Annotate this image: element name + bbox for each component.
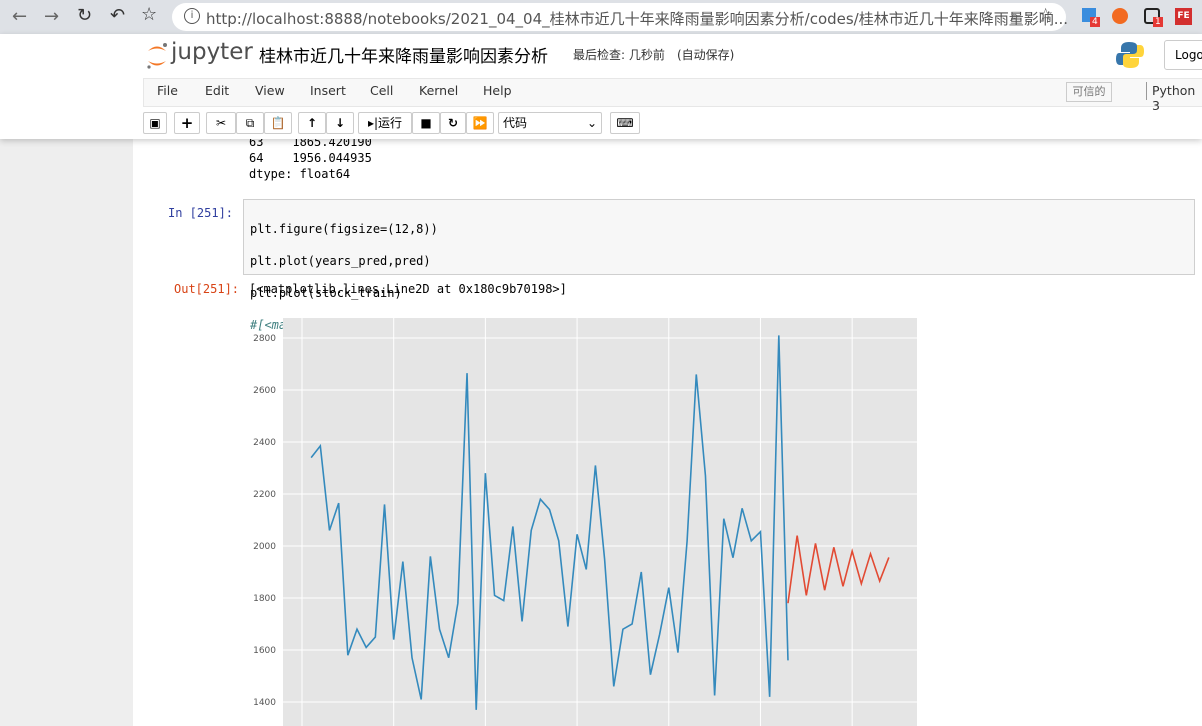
paste-button[interactable]: 📋 bbox=[264, 112, 292, 134]
menu-item[interactable]: Edit bbox=[205, 83, 230, 98]
menu-item[interactable]: File bbox=[157, 83, 178, 98]
code-cell[interactable]: plt.figure(figsize=(12,8)) plt.plot(year… bbox=[243, 199, 1195, 332]
code-line: plt.figure(figsize=(12,8)) bbox=[250, 222, 438, 236]
output-line: 64 1956.044935 bbox=[249, 151, 372, 165]
prev-output: 63 1865.420190 64 1956.044935 dtype: flo… bbox=[249, 134, 372, 182]
star-icon[interactable]: ☆ bbox=[1038, 5, 1054, 25]
kernel-name: Python 3 bbox=[1152, 83, 1196, 113]
data-line bbox=[310, 335, 789, 710]
menu-item[interactable]: View bbox=[255, 83, 285, 98]
cell-type-select[interactable]: 代码 ⌄ bbox=[498, 112, 602, 134]
menubar bbox=[143, 78, 1202, 107]
notebook-title[interactable]: 桂林市近几十年来降雨量影响因素分析 bbox=[259, 47, 548, 67]
code-line: plt.plot(stock_train) bbox=[250, 286, 402, 300]
stop-button[interactable]: ■ bbox=[412, 112, 440, 134]
save-button[interactable]: ▣ bbox=[143, 112, 167, 134]
y-tick-label: 1600 bbox=[253, 646, 276, 656]
run-button[interactable]: ▸|运行 bbox=[358, 112, 412, 134]
prompt-in: In [251]: bbox=[168, 206, 234, 220]
badge: 4 bbox=[1090, 17, 1100, 27]
cut-button[interactable]: ✂ bbox=[206, 112, 236, 134]
python-logo bbox=[1116, 42, 1144, 68]
y-tick-label: 2800 bbox=[253, 334, 276, 344]
info-icon: i bbox=[184, 8, 200, 24]
add-cell-button[interactable]: + bbox=[174, 112, 200, 134]
output-line: dtype: float64 bbox=[249, 167, 351, 181]
restart-run-button[interactable]: ⏩ bbox=[466, 112, 494, 134]
move-up-button[interactable]: ↑ bbox=[298, 112, 326, 134]
logout-button[interactable]: Logout bbox=[1164, 40, 1202, 70]
chart: 1400 1600 1800 2000 2200 2400 2600 2800 bbox=[253, 318, 917, 726]
data-line bbox=[787, 535, 890, 604]
reload-button[interactable]: ↻ bbox=[77, 5, 93, 26]
y-tick-label: 1800 bbox=[253, 594, 276, 604]
move-down-button[interactable]: ↓ bbox=[326, 112, 354, 134]
run-label: 运行 bbox=[378, 116, 403, 130]
y-tick-label: 2200 bbox=[253, 490, 276, 500]
extension-icon[interactable] bbox=[1112, 8, 1128, 24]
bookmark-button[interactable]: ☆ bbox=[141, 4, 158, 25]
plot-background bbox=[283, 318, 917, 726]
copy-button[interactable]: ⧉ bbox=[236, 112, 264, 134]
cell-type: 代码 bbox=[503, 116, 528, 130]
menu-item[interactable]: Insert bbox=[310, 83, 346, 98]
forward-button[interactable]: → bbox=[44, 6, 60, 27]
divider bbox=[1146, 82, 1147, 100]
extension-icon[interactable]: FE bbox=[1175, 8, 1192, 25]
jupyter-logo[interactable]: jupyter bbox=[171, 39, 253, 65]
y-tick-label: 2400 bbox=[253, 438, 276, 448]
menu-item[interactable]: Help bbox=[483, 83, 512, 98]
code-line: plt.plot(years_pred,pred) bbox=[250, 254, 431, 268]
autosave: (自动保存) bbox=[677, 48, 735, 62]
zoom-icon: ⌕ bbox=[1010, 6, 1019, 25]
checkpoint: 最后检查: 几秒前 bbox=[573, 48, 665, 62]
trusted-indicator[interactable]: 可信的 bbox=[1066, 82, 1112, 102]
address-bar[interactable]: i http://localhost:8888/notebooks/2021_0… bbox=[172, 3, 1069, 31]
menu-item[interactable]: Cell bbox=[370, 83, 394, 98]
extension-icon[interactable] bbox=[1144, 8, 1160, 24]
undo-button[interactable]: ↶ bbox=[110, 5, 126, 26]
back-button[interactable]: ← bbox=[12, 6, 28, 27]
browser-bar: ← → ↻ ↶ ☆ i http://localhost:8888/notebo… bbox=[0, 0, 1202, 34]
restart-button[interactable]: ↻ bbox=[440, 112, 466, 134]
cell-output: [<matplotlib.lines.Line2D at 0x180c9b701… bbox=[249, 282, 567, 296]
y-tick-label: 1400 bbox=[253, 698, 276, 708]
y-tick-label: 2000 bbox=[253, 542, 276, 552]
keyboard-button[interactable]: ⌨ bbox=[610, 112, 640, 134]
badge: 1 bbox=[1153, 17, 1163, 27]
prompt-out: Out[251]: bbox=[174, 282, 240, 296]
jupyter-logo-icon bbox=[147, 43, 167, 69]
url: http://localhost:8888/notebooks/2021_04_… bbox=[206, 10, 1069, 28]
y-tick-label: 2600 bbox=[253, 386, 276, 396]
menu-item[interactable]: Kernel bbox=[419, 83, 459, 98]
